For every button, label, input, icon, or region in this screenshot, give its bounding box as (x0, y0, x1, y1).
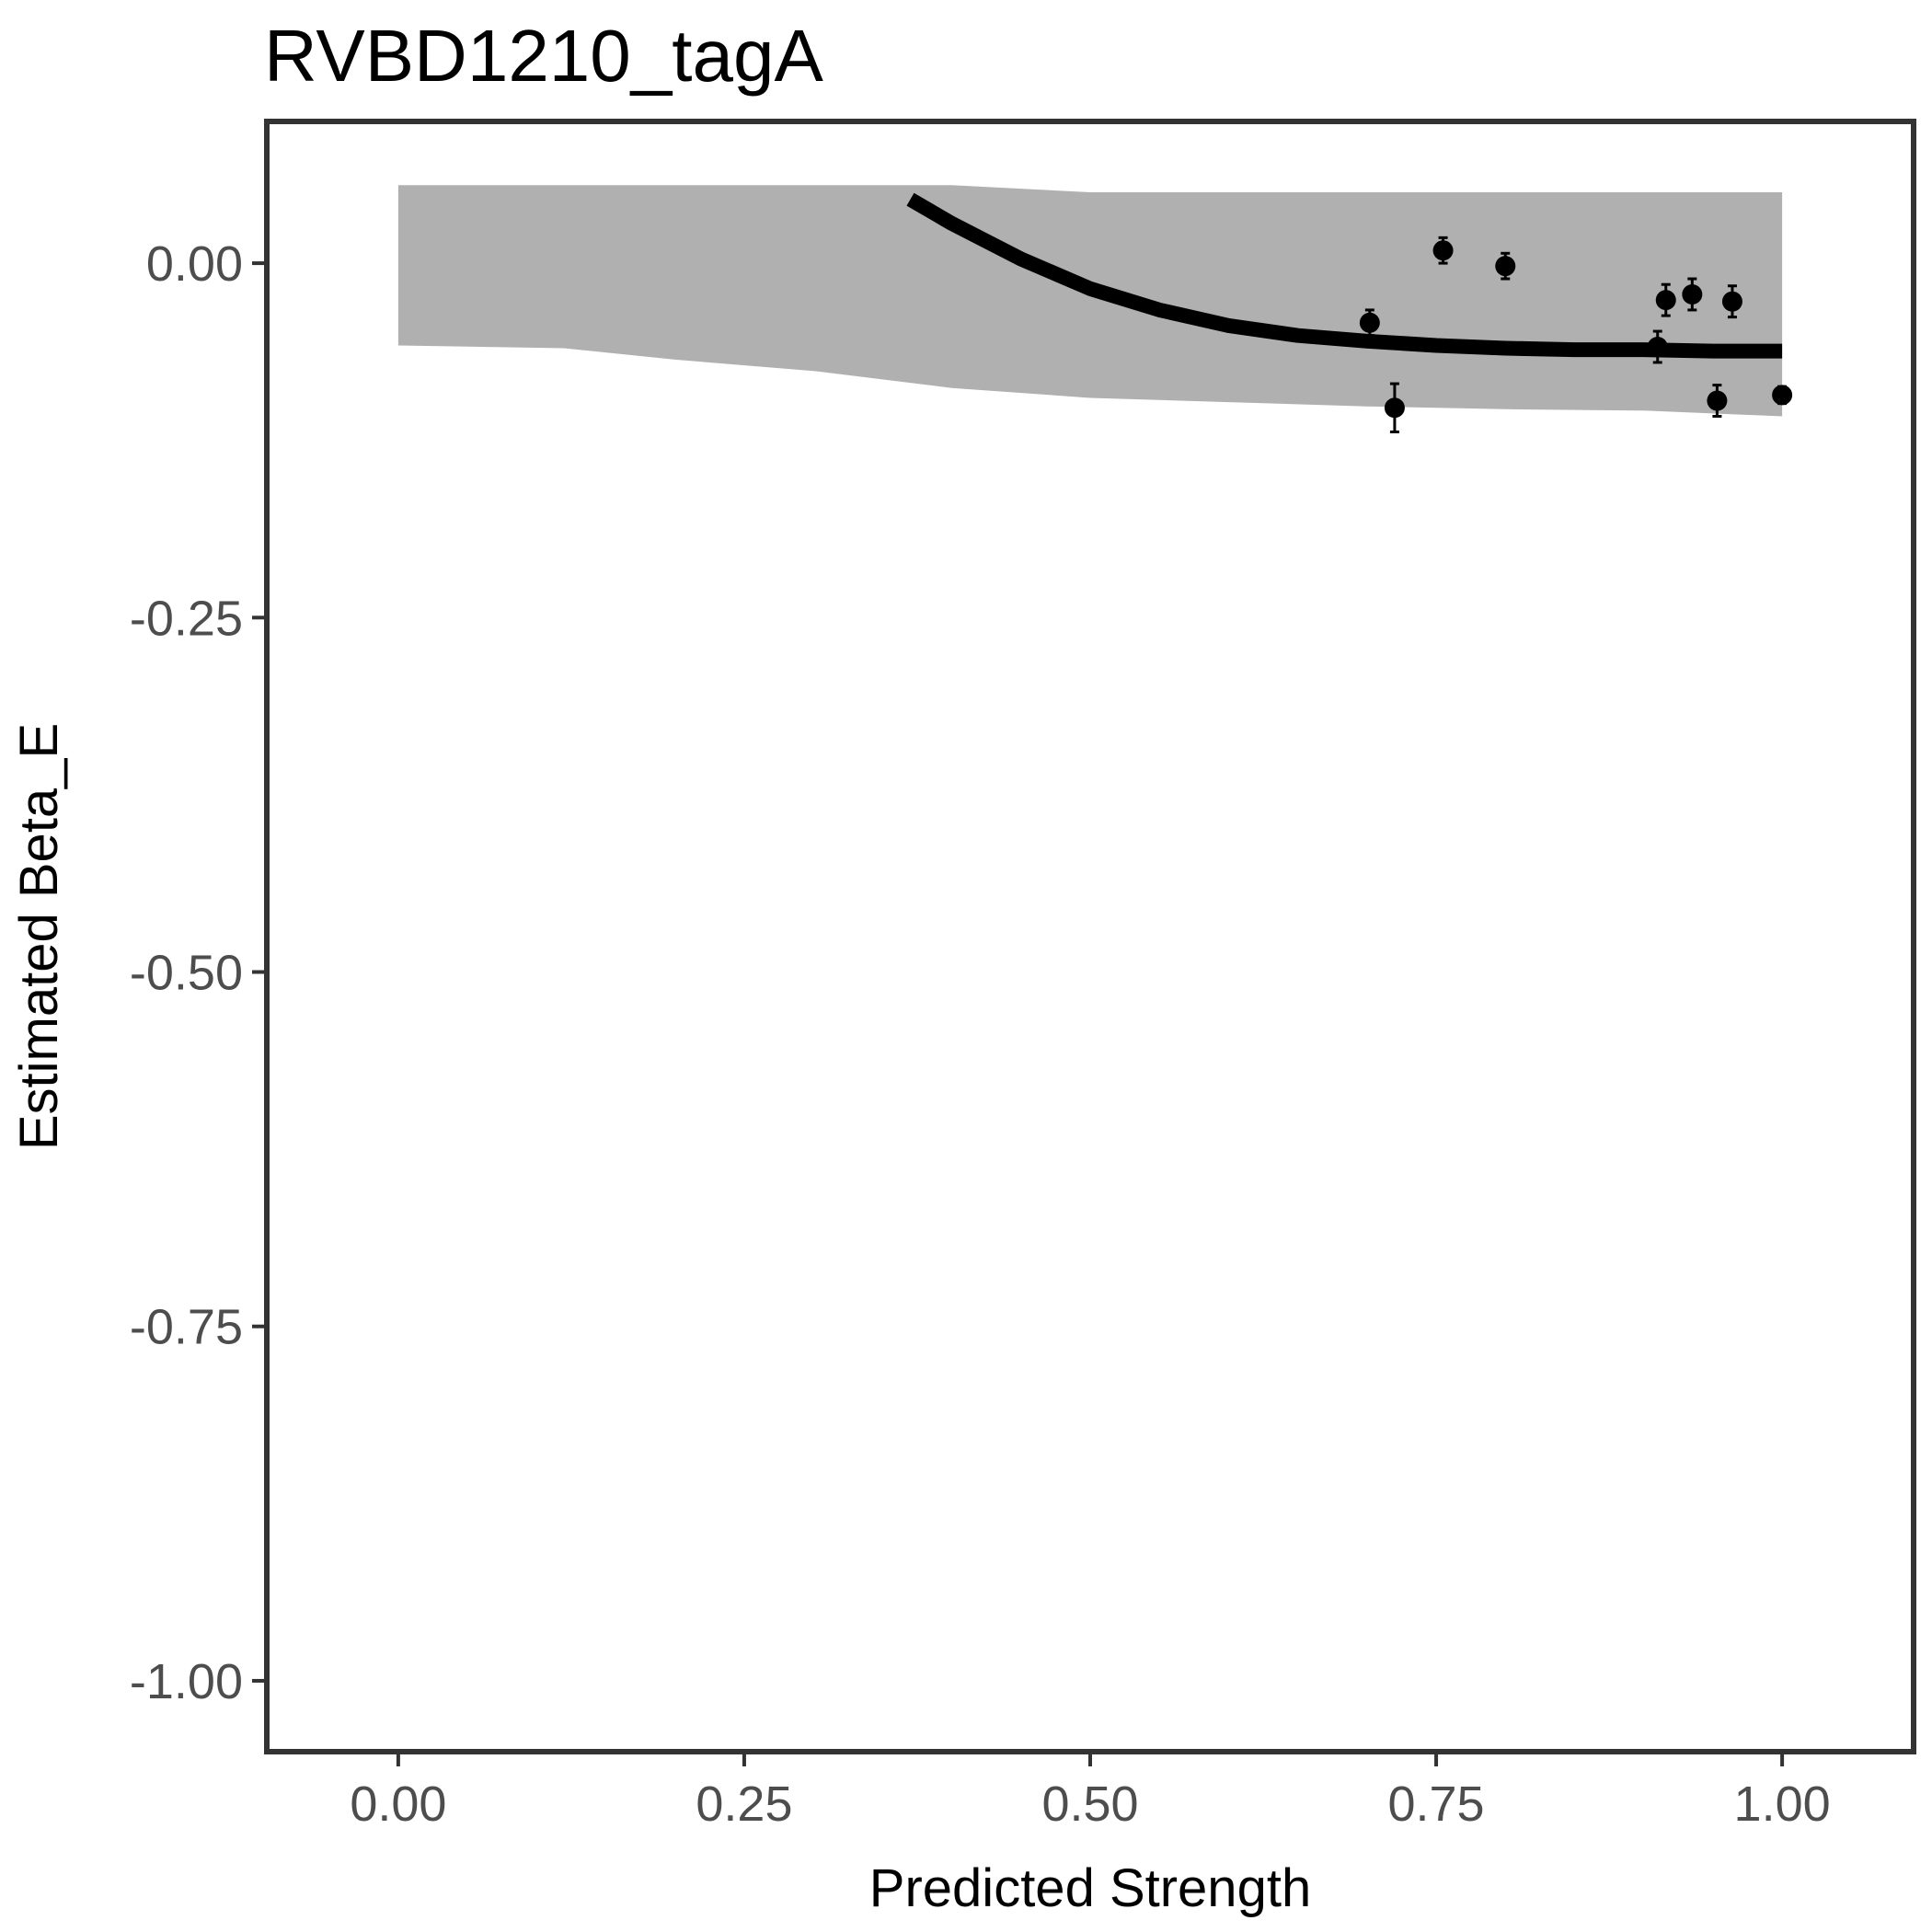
data-points-layer (1359, 236, 1793, 433)
y-tick-label: -0.50 (130, 946, 243, 1001)
data-point-10 (1772, 385, 1793, 406)
data-point-6 (1655, 282, 1676, 317)
fit-line (906, 192, 1783, 359)
data-point-8 (1707, 384, 1728, 419)
y-tick-label: -1.00 (130, 1654, 243, 1709)
y-tick-label: -0.75 (130, 1300, 243, 1355)
point-marker (1772, 385, 1793, 406)
data-point-2 (1384, 382, 1405, 433)
data-point-1 (1359, 308, 1380, 338)
data-point-9 (1721, 284, 1742, 319)
point-marker (1359, 312, 1380, 333)
point-marker (1647, 336, 1668, 357)
data-point-5 (1647, 329, 1668, 364)
point-marker (1721, 291, 1742, 312)
point-marker (1655, 290, 1676, 311)
y-tick-label: 0.00 (146, 236, 243, 292)
x-tick-label: 0.50 (1041, 1777, 1138, 1832)
confidence-band-layer (397, 185, 1783, 417)
data-point-7 (1682, 277, 1703, 312)
point-marker (1707, 390, 1728, 411)
y-axis-title: Estimated Beta_E (9, 723, 69, 1150)
y-axis: 0.00 -0.25 -0.50 -0.75 -1.00 (130, 236, 264, 1709)
x-axis: 0.00 0.25 0.50 0.75 1.00 (350, 1754, 1831, 1832)
panel-border (264, 119, 1916, 1754)
chart-title: RVBD1210_tagA (264, 15, 823, 97)
confidence-band (397, 185, 1783, 417)
x-tick-label: 1.00 (1734, 1777, 1831, 1832)
y-tick-label: -0.25 (130, 591, 243, 646)
data-point-4 (1495, 251, 1516, 281)
fit-line-layer (906, 192, 1783, 359)
x-tick-label: 0.25 (696, 1777, 792, 1832)
x-tick-label: 0.75 (1387, 1777, 1484, 1832)
point-marker (1682, 283, 1703, 305)
x-axis-title: Predicted Strength (869, 1858, 1311, 1918)
point-marker (1432, 240, 1454, 261)
point-marker (1384, 397, 1405, 419)
point-marker (1495, 256, 1516, 277)
data-point-3 (1432, 236, 1454, 265)
x-tick-label: 0.00 (350, 1777, 446, 1832)
